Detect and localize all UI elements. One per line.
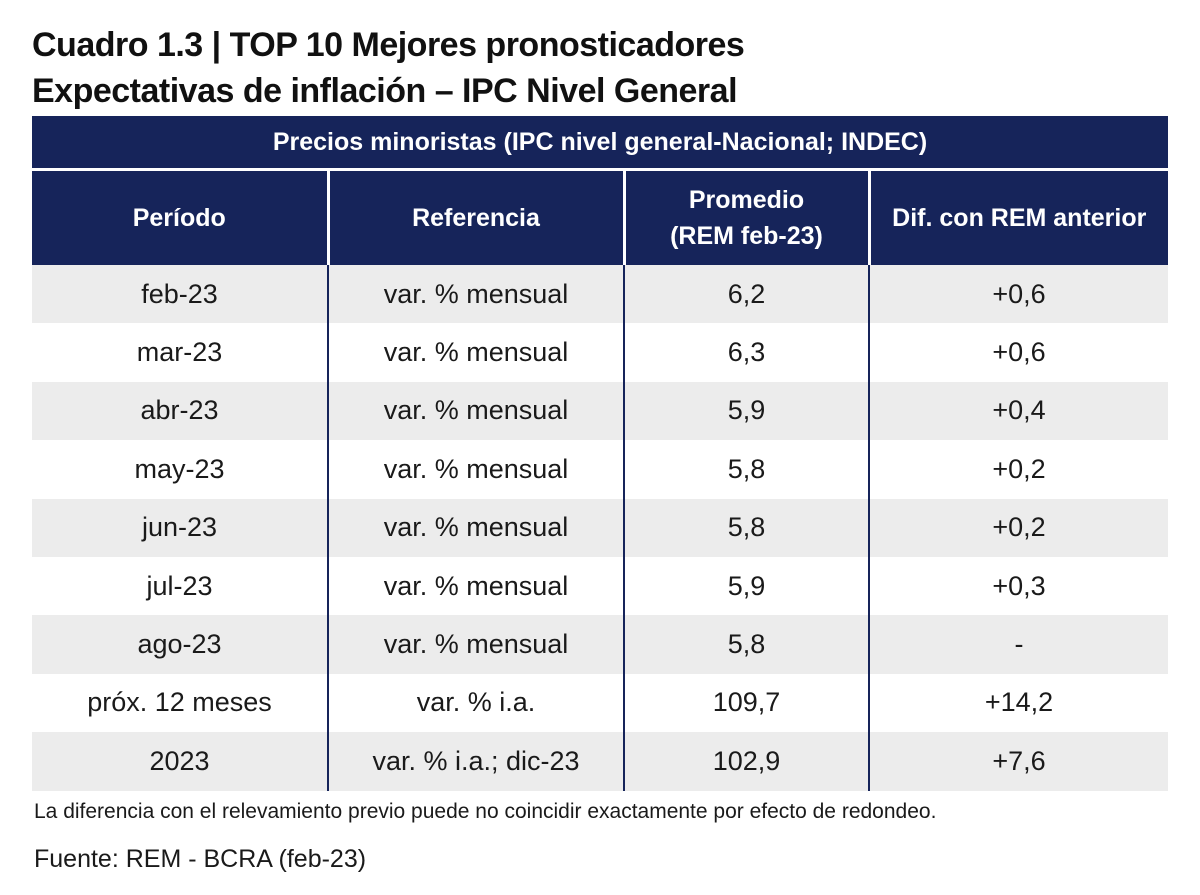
table-body: feb-23 var. % mensual 6,2 +0,6 mar-23 va… [32, 265, 1169, 791]
page-subtitle: Expectativas de inflación – IPC Nivel Ge… [32, 72, 738, 110]
cell-promedio: 5,8 [624, 498, 870, 557]
cell-dif: +0,3 [869, 556, 1169, 616]
cell-promedio: 5,8 [624, 440, 870, 499]
cell-periodo: jun-23 [32, 498, 329, 557]
table-row: abr-23 var. % mensual 5,9 +0,4 [32, 381, 1169, 441]
cell-dif: +0,2 [869, 498, 1169, 557]
source-note: Fuente: REM - BCRA (feb-23) [34, 845, 367, 873]
cell-periodo: próx. 12 meses [32, 673, 329, 733]
cell-referencia: var. % mensual [328, 615, 625, 674]
page-title: Cuadro 1.3 | TOP 10 Mejores pronosticado… [32, 26, 745, 64]
cell-periodo: jul-23 [32, 556, 329, 616]
cell-referencia: var. % mensual [328, 381, 625, 441]
cell-promedio: 5,9 [624, 381, 870, 441]
table-caption: Precios minoristas (IPC nivel general-Na… [32, 116, 1169, 171]
cell-referencia: var. % mensual [328, 323, 625, 382]
cell-periodo: ago-23 [32, 615, 329, 674]
cell-promedio: 102,9 [624, 732, 870, 791]
cell-periodo: feb-23 [32, 265, 329, 324]
cell-periodo: mar-23 [32, 323, 329, 382]
table-header-row: Período Referencia Promedio (REM feb-23)… [32, 169, 1169, 265]
table-row: mar-23 var. % mensual 6,3 +0,6 [32, 323, 1169, 382]
cell-dif: +0,2 [869, 440, 1169, 499]
table-row: jun-23 var. % mensual 5,8 +0,2 [32, 498, 1169, 557]
cell-promedio: 5,9 [624, 556, 870, 616]
cell-promedio: 6,2 [624, 265, 870, 324]
cell-dif: +14,2 [869, 673, 1169, 733]
cell-promedio: 5,8 [624, 615, 870, 674]
table-row: feb-23 var. % mensual 6,2 +0,6 [32, 265, 1169, 324]
table-row: 2023 var. % i.a.; dic-23 102,9 +7,6 [32, 732, 1169, 791]
column-header-referencia: Referencia [328, 169, 626, 265]
cell-dif: - [869, 615, 1169, 674]
column-header-periodo: Período [32, 169, 330, 265]
table-row: may-23 var. % mensual 5,8 +0,2 [32, 440, 1169, 499]
cell-dif: +7,6 [869, 732, 1169, 791]
cell-referencia: var. % i.a.; dic-23 [328, 732, 625, 791]
cell-dif: +0,6 [869, 323, 1169, 382]
cell-referencia: var. % mensual [328, 440, 625, 499]
cell-periodo: may-23 [32, 440, 329, 499]
cell-referencia: var. % mensual [328, 265, 625, 324]
cell-promedio: 109,7 [624, 673, 870, 733]
column-header-promedio-line2: (REM feb-23) [670, 222, 823, 250]
column-header-promedio: Promedio (REM feb-23) [624, 169, 871, 265]
table-row: ago-23 var. % mensual 5,8 - [32, 615, 1169, 674]
cell-referencia: var. % mensual [328, 498, 625, 557]
cell-referencia: var. % i.a. [328, 673, 625, 733]
inflation-table-container: Precios minoristas (IPC nivel general-Na… [32, 116, 1169, 791]
cell-periodo: 2023 [32, 732, 329, 791]
cell-dif: +0,6 [869, 265, 1169, 324]
table-row: próx. 12 meses var. % i.a. 109,7 +14,2 [32, 673, 1169, 733]
cell-periodo: abr-23 [32, 381, 329, 441]
inflation-expectations-table: Precios minoristas (IPC nivel general-Na… [32, 116, 1169, 791]
table-caption-row: Precios minoristas (IPC nivel general-Na… [32, 116, 1169, 171]
title-block: Cuadro 1.3 | TOP 10 Mejores pronosticado… [32, 22, 1172, 114]
cell-referencia: var. % mensual [328, 556, 625, 616]
cell-promedio: 6,3 [624, 323, 870, 382]
column-header-promedio-line1: Promedio [688, 186, 805, 214]
rounding-note: La diferencia con el relevamiento previo… [34, 800, 937, 823]
table-row: jul-23 var. % mensual 5,9 +0,3 [32, 556, 1169, 616]
cell-dif: +0,4 [869, 381, 1169, 441]
column-header-dif: Dif. con REM anterior [869, 169, 1169, 265]
